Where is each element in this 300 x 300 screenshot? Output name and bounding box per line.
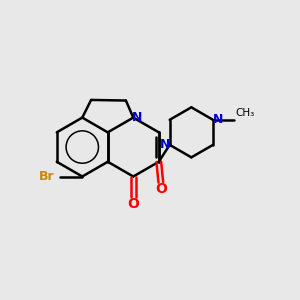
Text: CH₃: CH₃ [235,108,254,118]
Text: O: O [127,196,139,211]
Text: N: N [160,138,170,151]
Text: N: N [213,113,224,126]
Text: O: O [155,182,167,196]
Text: N: N [132,111,142,124]
Text: Br: Br [39,170,55,183]
